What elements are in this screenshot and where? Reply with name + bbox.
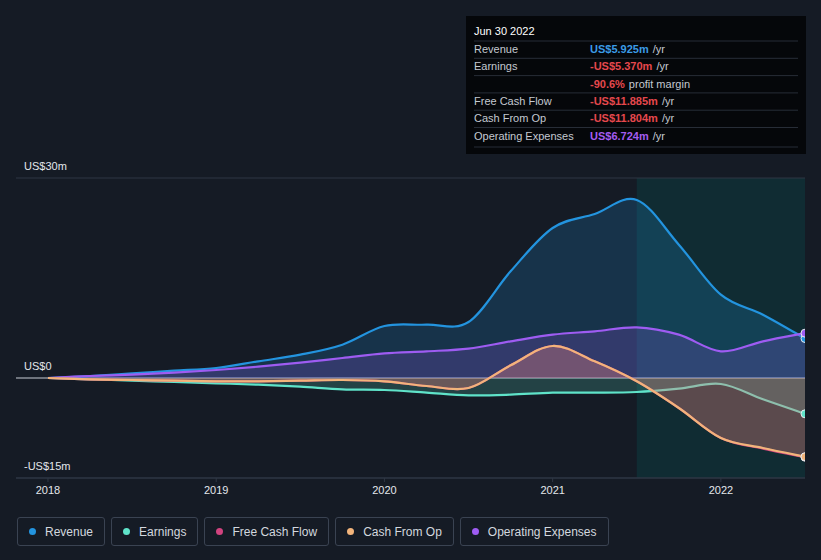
tooltip-unit: profit margin bbox=[629, 78, 690, 90]
tooltip-separator bbox=[474, 110, 798, 111]
tooltip-unit: /yr bbox=[653, 43, 666, 55]
tooltip-separator bbox=[474, 147, 798, 148]
x-tick-label: 2021 bbox=[540, 484, 564, 496]
tooltip-label: Revenue bbox=[474, 43, 518, 55]
y-tick-label: -US$15m bbox=[24, 460, 70, 472]
legend-label: Free Cash Flow bbox=[232, 525, 317, 539]
tooltip-row-text: -US$11.885m/yr bbox=[590, 95, 674, 107]
tooltip-label: Operating Expenses bbox=[474, 130, 574, 142]
x-tick bbox=[384, 478, 385, 482]
y-tick-label: US$0 bbox=[24, 360, 52, 372]
tooltip-separator bbox=[474, 92, 798, 93]
x-axis-line bbox=[16, 478, 805, 479]
tooltip-separator bbox=[474, 127, 798, 128]
y-tick-label: US$30m bbox=[24, 160, 67, 172]
tooltip-value: -US$11.804m bbox=[590, 112, 658, 124]
grid-line bbox=[16, 178, 805, 179]
end-point bbox=[801, 410, 805, 418]
tooltip-box bbox=[466, 16, 806, 154]
series-area bbox=[48, 327, 805, 378]
tooltip-value: US$5.925m bbox=[590, 43, 649, 55]
x-tick-label: 2019 bbox=[204, 484, 228, 496]
tooltip-separator bbox=[474, 58, 798, 59]
x-tick-label: 2020 bbox=[372, 484, 396, 496]
series-line bbox=[48, 199, 805, 378]
legend-item[interactable]: Revenue bbox=[17, 517, 105, 546]
tooltip-unit: /yr bbox=[662, 112, 675, 124]
series-line bbox=[48, 346, 805, 457]
tooltip-unit: /yr bbox=[662, 95, 675, 107]
plot-area bbox=[48, 199, 805, 461]
legend-swatch bbox=[472, 528, 479, 535]
legend-item[interactable]: Free Cash Flow bbox=[204, 517, 329, 546]
tooltip-row-text: US$5.925m/yr bbox=[590, 43, 665, 55]
legend-swatch bbox=[123, 528, 130, 535]
tooltip-unit: /yr bbox=[653, 130, 666, 142]
tooltip-label: Earnings bbox=[474, 60, 518, 72]
tooltip-title: Jun 30 2022 bbox=[474, 25, 535, 37]
legend-swatch bbox=[216, 528, 223, 535]
tooltip-row-text: -US$5.370m/yr bbox=[590, 60, 669, 72]
tooltip-row-text: -US$11.804m/yr bbox=[590, 112, 674, 124]
tooltip-label: Free Cash Flow bbox=[474, 95, 552, 107]
series-area bbox=[48, 346, 805, 457]
legend-item[interactable]: Cash From Op bbox=[335, 517, 454, 546]
legend: Revenue Earnings Free Cash Flow Cash From O… bbox=[17, 517, 609, 546]
tooltip-value: -US$11.885m bbox=[590, 95, 658, 107]
tooltip-value: -90.6% bbox=[590, 78, 625, 90]
series-area bbox=[48, 199, 805, 378]
tooltip-value: US$6.724m bbox=[590, 130, 649, 142]
x-tick bbox=[720, 478, 721, 482]
tooltip-separator bbox=[474, 41, 798, 42]
tooltip-row-text: US$6.724m/yr bbox=[590, 130, 665, 142]
x-tick bbox=[552, 478, 553, 482]
x-tick bbox=[216, 478, 217, 482]
chart: -US$15m US$0 US$30m 2018 2019 2020 2021 2022 Jun… bbox=[0, 0, 821, 560]
series-line bbox=[48, 327, 805, 378]
end-point bbox=[801, 453, 805, 461]
legend-item[interactable]: Operating Expenses bbox=[460, 517, 609, 546]
tooltip-label: Cash From Op bbox=[474, 112, 546, 124]
series-area bbox=[48, 346, 805, 457]
tooltip-unit: /yr bbox=[656, 60, 669, 72]
legend-swatch bbox=[347, 528, 354, 535]
legend-label: Operating Expenses bbox=[488, 525, 597, 539]
x-tick-label: 2018 bbox=[36, 484, 60, 496]
grid-line bbox=[16, 478, 805, 479]
x-tick-label: 2022 bbox=[709, 484, 733, 496]
x-tick bbox=[47, 478, 48, 482]
chart-svg: -US$15m US$0 US$30m 2018 2019 2020 2021 2022 Jun… bbox=[0, 0, 821, 560]
legend-item[interactable]: Earnings bbox=[111, 517, 198, 546]
legend-swatch bbox=[29, 528, 36, 535]
series-line bbox=[48, 346, 805, 457]
legend-label: Revenue bbox=[45, 525, 93, 539]
legend-label: Cash From Op bbox=[363, 525, 442, 539]
legend-label: Earnings bbox=[139, 525, 186, 539]
tooltip-value: -US$5.370m bbox=[590, 60, 653, 72]
tooltip-separator bbox=[474, 75, 798, 76]
end-point bbox=[801, 329, 805, 337]
tooltip-row-text: -90.6% profit margin bbox=[590, 78, 690, 90]
end-point bbox=[801, 453, 805, 461]
tooltip: Jun 30 2022 Revenue US$5.925m/yr Earnings -U… bbox=[466, 16, 806, 154]
